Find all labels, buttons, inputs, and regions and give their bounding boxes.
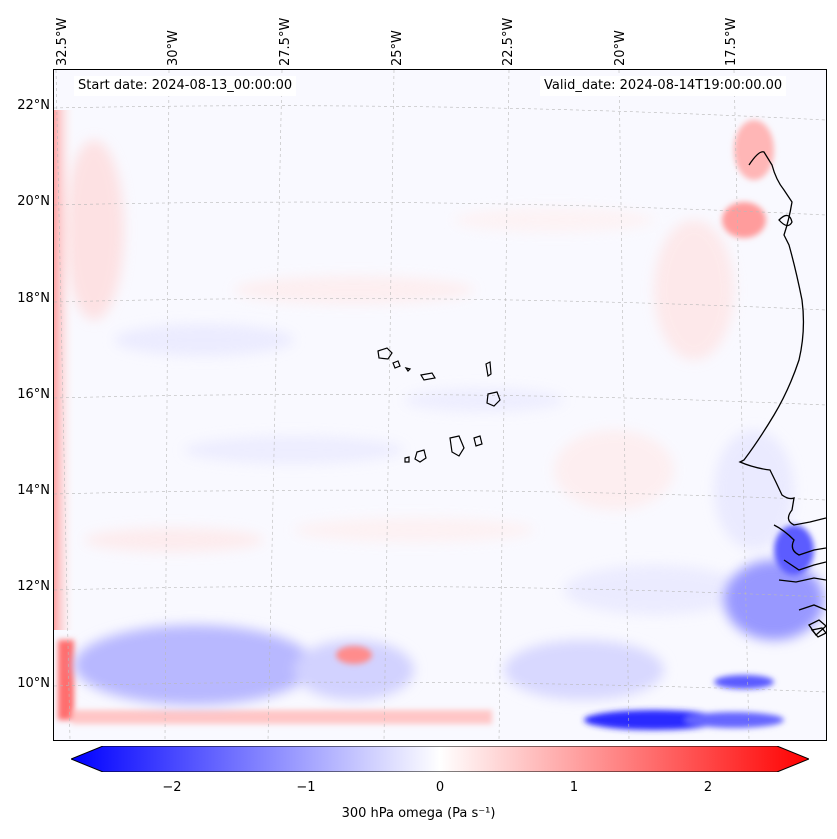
colorbar-tick-minus1: −1 (296, 780, 316, 795)
lon-label-17-5w: 17.5°W (724, 17, 739, 66)
lon-label-30w: 30°W (166, 30, 181, 66)
omega-field (54, 70, 826, 740)
coastline (738, 151, 826, 638)
colorbar-tick-1: 1 (569, 780, 579, 795)
colorbar (69, 745, 811, 773)
lat-label-14n: 14°N (17, 483, 50, 498)
lat-label-12n: 12°N (17, 579, 50, 594)
map-panel[interactable] (53, 69, 827, 741)
lon-label-20w: 20°W (613, 30, 628, 66)
valid-date-label: Valid_date: 2024-08-14T19:00:00.00 (540, 76, 787, 96)
colorbar-ticks: −2 −1 0 1 2 (0, 780, 837, 798)
lat-label-18n: 18°N (17, 291, 50, 306)
colorbar-tick-0: 0 (435, 780, 445, 795)
lon-label-27-5w: 27.5°W (278, 17, 293, 66)
lon-label-22-5w: 22.5°W (501, 17, 516, 66)
lat-label-20n: 20°N (17, 194, 50, 209)
lon-label-25w: 25°W (390, 30, 405, 66)
start-date-label: Start date: 2024-08-13_00:00:00 (74, 76, 297, 96)
lat-label-10n: 10°N (17, 676, 50, 691)
graticule (54, 70, 826, 740)
lat-label-22n: 22°N (17, 98, 50, 113)
cape-verde-islands (377, 347, 501, 463)
lat-label-16n: 16°N (17, 387, 50, 402)
lon-label-32-5w: 32.5°W (55, 17, 70, 66)
colorbar-tick-2: 2 (703, 780, 713, 795)
colorbar-tick-minus2: −2 (162, 780, 182, 795)
colorbar-label: 300 hPa omega (Pa s⁻¹) (341, 806, 496, 821)
